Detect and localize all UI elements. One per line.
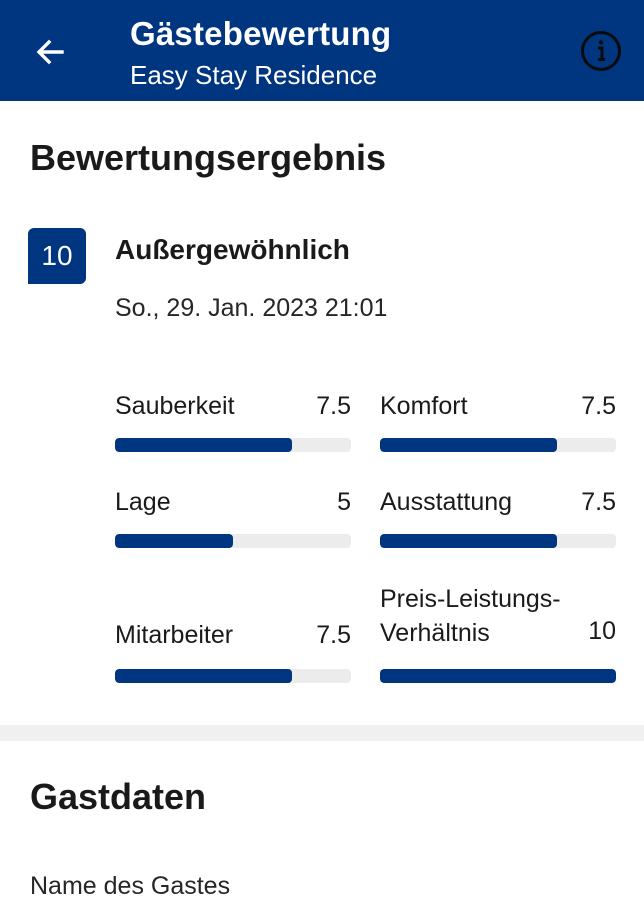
category-value: 7.5 xyxy=(581,488,616,516)
app-bar: Gästebewertung Easy Stay Residence xyxy=(0,0,644,101)
score-label: Außergewöhnlich xyxy=(115,234,350,265)
category-location: Lage 5 xyxy=(115,486,351,550)
arrow-left-icon xyxy=(36,39,64,65)
category-label-line2: Verhältnis xyxy=(380,619,490,647)
category-bar-fill xyxy=(380,669,616,683)
info-button[interactable] xyxy=(576,26,626,76)
page-title: Gästebewertung xyxy=(130,15,392,52)
category-bar-fill xyxy=(380,534,557,548)
category-bar xyxy=(380,669,616,683)
category-comfort: Komfort 7.5 xyxy=(380,390,616,454)
category-bar xyxy=(115,438,351,452)
rating-section-title: Bewertungsergebnis xyxy=(30,137,387,178)
category-bar xyxy=(380,534,616,548)
category-bar xyxy=(380,438,616,452)
category-bar xyxy=(115,534,351,548)
category-label: Sauberkeit xyxy=(115,392,235,420)
category-value: 5 xyxy=(337,488,351,516)
header-titles: Gästebewertung Easy Stay Residence xyxy=(130,14,391,92)
category-label: Mitarbeiter xyxy=(115,621,234,649)
category-bar xyxy=(115,669,351,683)
category-cleanliness: Sauberkeit 7.5 xyxy=(115,390,351,454)
category-value: 10 xyxy=(588,617,616,645)
category-bar-fill xyxy=(115,438,292,452)
score-badge: 10 xyxy=(28,228,86,284)
category-value-for-money: Preis-Leistungs- Verhältnis 10 xyxy=(380,583,616,683)
category-staff: Mitarbeiter 7.5 xyxy=(115,619,351,683)
category-bar-fill xyxy=(115,534,233,548)
category-value: 7.5 xyxy=(316,392,351,420)
review-date: So., 29. Jan. 2023 21:01 xyxy=(115,294,388,322)
section-divider xyxy=(0,725,644,741)
guest-section-title: Gastdaten xyxy=(30,776,207,817)
category-label: Lage xyxy=(115,488,171,516)
category-bar-fill xyxy=(380,438,557,452)
category-value: 7.5 xyxy=(581,392,616,420)
category-label: Komfort xyxy=(380,392,468,420)
category-label-line1: Preis-Leistungs- xyxy=(380,585,561,613)
info-circle-icon xyxy=(581,31,621,71)
category-label: Ausstattung xyxy=(380,488,513,516)
property-name: Easy Stay Residence xyxy=(130,60,378,90)
category-bar-fill xyxy=(115,669,292,683)
back-button[interactable] xyxy=(22,28,78,76)
category-value: 7.5 xyxy=(316,621,351,649)
category-facilities: Ausstattung 7.5 xyxy=(380,486,616,550)
guest-name-label: Name des Gastes xyxy=(30,872,231,900)
